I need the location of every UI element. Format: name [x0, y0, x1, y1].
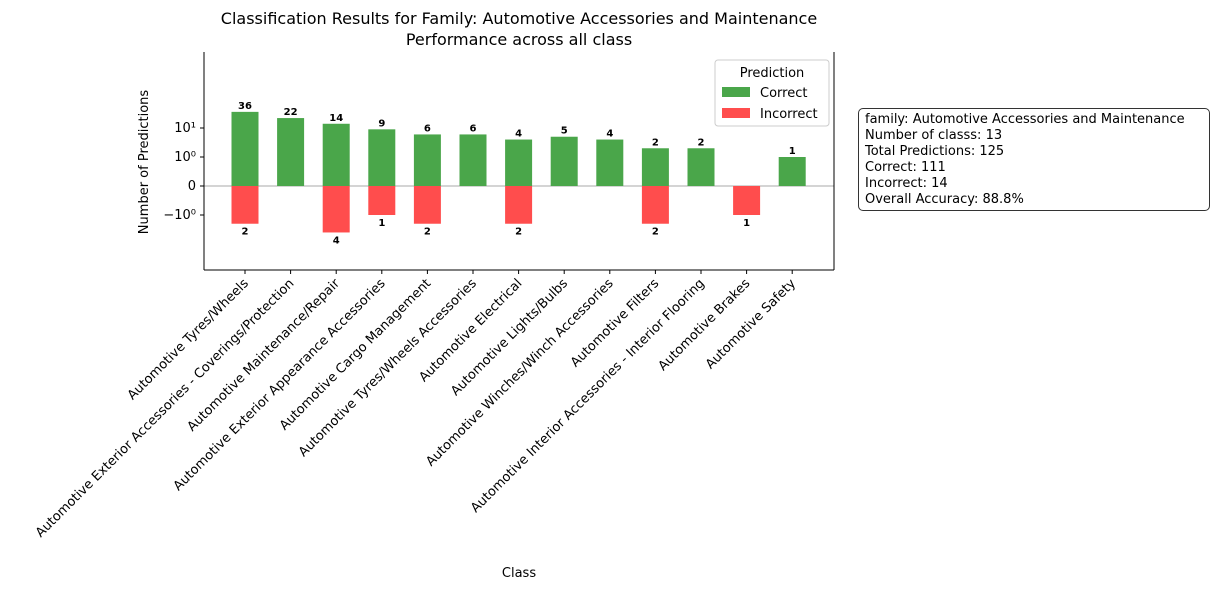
bar-correct [550, 136, 578, 186]
data-label-correct: 9 [378, 118, 385, 129]
data-label-incorrect: 2 [515, 227, 522, 238]
bar-incorrect [505, 186, 533, 224]
summary-family: family: Automotive Accessories and Maint… [865, 112, 1185, 127]
bar-correct [596, 139, 624, 186]
legend-title: Prediction [740, 66, 805, 81]
legend-label-correct: Correct [760, 86, 807, 101]
bar-correct [368, 129, 396, 186]
summary-correct: Correct: 111 [865, 160, 946, 175]
bar-correct [505, 139, 533, 186]
summary-total: Total Predictions: 125 [865, 144, 1005, 159]
chart-subtitle: Performance across all class [406, 30, 632, 49]
summary-num-classes: Number of classs: 13 [865, 128, 1003, 143]
data-label-correct: 4 [515, 129, 522, 140]
data-label-correct: 14 [329, 113, 343, 124]
legend-label-incorrect: Incorrect [760, 107, 818, 122]
summary-accuracy: Overall Accuracy: 88.8% [865, 192, 1024, 207]
legend-swatch-incorrect [722, 108, 750, 118]
summary-incorrect: Incorrect: 14 [865, 176, 948, 191]
bar-incorrect [368, 186, 396, 215]
data-label-correct: 2 [652, 137, 659, 148]
data-label-incorrect: 4 [333, 235, 340, 246]
bar-incorrect [413, 186, 441, 224]
y-tick-label: 10⁰ [174, 150, 196, 165]
summary-box: family: Automotive Accessories and Maint… [858, 108, 1210, 211]
bar-correct [231, 111, 259, 186]
legend-swatch-correct [722, 87, 750, 97]
data-label-correct: 1 [789, 146, 796, 157]
data-label-correct: 5 [561, 126, 568, 137]
bar-correct [277, 118, 305, 186]
y-axis-label: Number of Predictions [137, 90, 152, 235]
y-tick-label: 10¹ [174, 121, 196, 136]
x-tick-label: Automotive Safety [703, 276, 799, 372]
y-tick-label: −10⁰ [163, 208, 196, 223]
bar-correct [459, 134, 487, 186]
data-label-correct: 2 [698, 137, 705, 148]
data-label-correct: 22 [284, 107, 298, 118]
bar-correct [322, 123, 350, 186]
x-tick-label: Automotive Exterior Appearance Accessori… [171, 276, 389, 494]
x-axis-label: Class [502, 566, 536, 581]
data-label-incorrect: 2 [424, 227, 431, 238]
bar-incorrect [322, 186, 350, 233]
data-label-correct: 6 [470, 123, 477, 134]
data-label-incorrect: 2 [242, 227, 249, 238]
bar-incorrect [641, 186, 669, 224]
bar-correct [687, 148, 715, 186]
data-label-correct: 36 [238, 101, 252, 112]
bar-incorrect [231, 186, 259, 224]
bar-incorrect [733, 186, 761, 215]
data-label-correct: 4 [606, 129, 613, 140]
data-label-correct: 6 [424, 123, 431, 134]
bar-correct [778, 157, 806, 186]
data-label-incorrect: 1 [743, 218, 750, 229]
y-tick-label: 0 [188, 179, 196, 194]
chart-title: Classification Results for Family: Autom… [221, 9, 817, 28]
bar-correct [641, 148, 669, 186]
data-label-incorrect: 2 [652, 227, 659, 238]
x-tick-label: Automotive Filters [568, 276, 662, 370]
legend: Prediction Correct Incorrect [714, 59, 830, 127]
data-label-incorrect: 1 [378, 218, 385, 229]
bar-correct [413, 134, 441, 186]
